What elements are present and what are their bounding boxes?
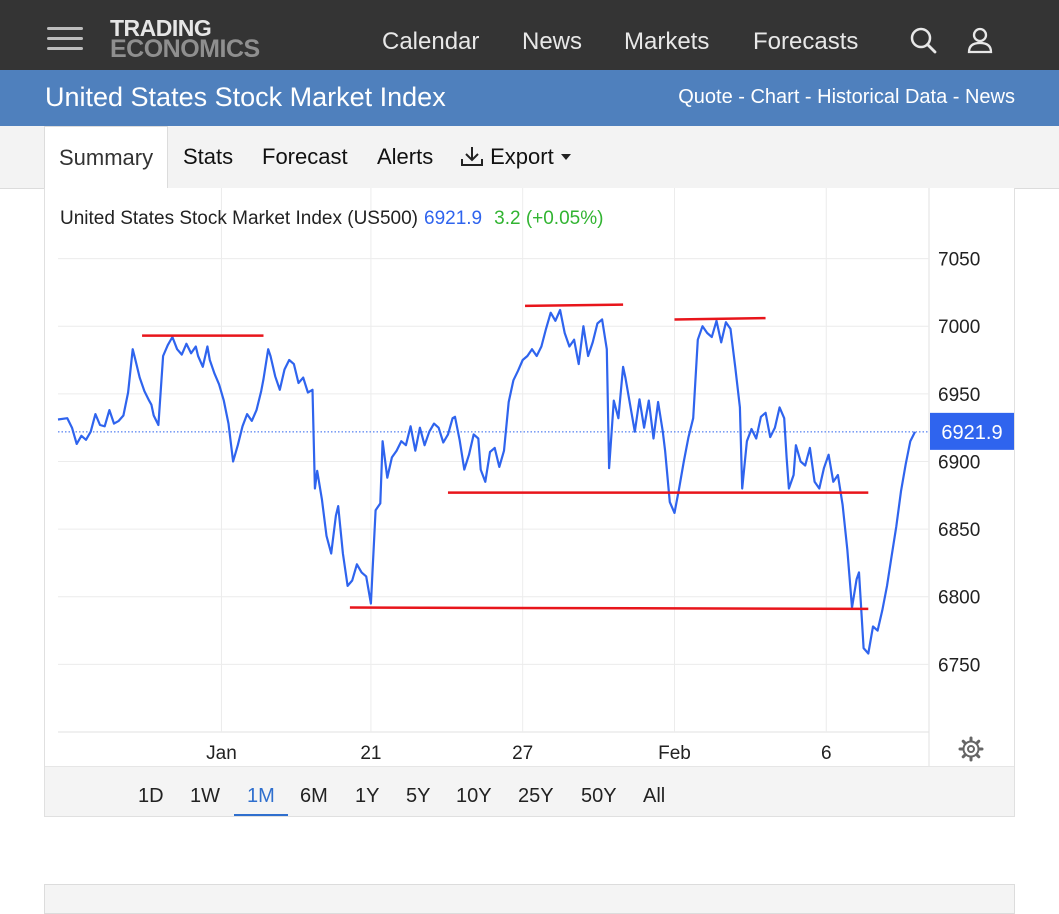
range-all[interactable]: All xyxy=(643,785,666,807)
caret-down-icon xyxy=(560,154,571,160)
banner-links: Quote - Chart - Historical Data - News xyxy=(678,86,1015,109)
link-separator: - xyxy=(732,86,751,108)
logo[interactable]: TRADING ECONOMICS xyxy=(110,15,260,63)
y-tick-label: 6750 xyxy=(938,655,980,676)
link-separator: - xyxy=(799,86,818,108)
logo-line1: TRADING xyxy=(110,15,212,41)
range-1m[interactable]: 1M xyxy=(247,785,275,807)
settings-gear-icon[interactable] xyxy=(958,736,984,762)
y-tick-label: 7000 xyxy=(938,317,980,338)
range-50y[interactable]: 50Y xyxy=(581,785,617,807)
annotation-line xyxy=(349,606,869,611)
nav-news[interactable]: News xyxy=(522,28,583,55)
range-10y[interactable]: 10Y xyxy=(456,785,492,807)
quote-price: 6921.9 xyxy=(424,208,482,229)
export-label: Export xyxy=(490,144,554,169)
price-chart[interactable]: 6750 6800 6850 6900 6950 7000 7050 Jan 21 27 Feb 6 6… xyxy=(45,188,1014,766)
x-tick-label: 27 xyxy=(512,743,533,764)
y-tick-label: 6900 xyxy=(938,452,980,473)
y-tick-label: 6800 xyxy=(938,588,980,609)
x-tick-label: 21 xyxy=(360,743,381,764)
link-historical-data[interactable]: Historical Data xyxy=(817,86,948,108)
y-tick-label: 6950 xyxy=(938,385,980,406)
quote-title: United States Stock Market Index (US500)… xyxy=(60,208,603,229)
last-price-label: 6921.9 xyxy=(941,422,1002,444)
link-news[interactable]: News xyxy=(964,86,1015,108)
range-selector: 1D 1W 1M 6M 1Y 5Y 10Y 25Y 50Y All xyxy=(45,766,1014,816)
range-6m[interactable]: 6M xyxy=(300,785,328,807)
y-tick-label: 6850 xyxy=(938,520,980,541)
top-navbar: TRADING ECONOMICS Calendar News Markets … xyxy=(0,0,1059,70)
nav-calendar[interactable]: Calendar xyxy=(382,28,480,55)
user-icon[interactable] xyxy=(966,26,994,54)
x-tick-label: Jan xyxy=(206,743,237,764)
tab-summary[interactable]: Summary xyxy=(44,126,169,189)
range-1d[interactable]: 1D xyxy=(138,785,164,807)
link-quote[interactable]: Quote xyxy=(678,86,733,108)
annotation-line xyxy=(674,316,766,321)
export-button[interactable]: Export xyxy=(460,144,572,170)
quote-name: United States Stock Market Index (US500) xyxy=(60,208,418,229)
link-separator: - xyxy=(947,86,965,108)
link-chart[interactable]: Chart xyxy=(750,86,800,108)
annotation-line xyxy=(525,303,624,308)
page-title: United States Stock Market Index xyxy=(45,82,446,112)
last-price-badge xyxy=(930,412,1014,450)
range-5y[interactable]: 5Y xyxy=(406,785,431,807)
search-icon[interactable] xyxy=(909,26,937,54)
menu-icon[interactable] xyxy=(47,25,83,53)
logo-line2: ECONOMICS xyxy=(110,35,260,63)
range-1y[interactable]: 1Y xyxy=(355,785,380,807)
quote-change: 3.2 (+0.05%) xyxy=(494,208,603,229)
download-icon xyxy=(461,147,483,166)
nav-markets[interactable]: Markets xyxy=(624,28,710,55)
bottom-panel xyxy=(44,884,1015,914)
tab-alerts[interactable]: Alerts xyxy=(377,144,434,169)
range-25y[interactable]: 25Y xyxy=(518,785,554,807)
range-active-underline xyxy=(234,814,288,816)
page-banner: United States Stock Market Index Quote -… xyxy=(0,70,1059,126)
chart-panel: 6750 6800 6850 6900 6950 7000 7050 Jan 21 27 Feb 6 6… xyxy=(44,188,1015,817)
series-line xyxy=(57,308,916,655)
tab-stats[interactable]: Stats xyxy=(183,144,234,169)
x-tick-label: Feb xyxy=(658,743,691,764)
tab-bar: Summary Stats Forecast Alerts Export xyxy=(0,126,1059,189)
x-tick-label: 6 xyxy=(821,743,832,764)
y-tick-label: 7050 xyxy=(938,250,980,271)
nav-forecasts[interactable]: Forecasts xyxy=(753,28,859,55)
range-1w[interactable]: 1W xyxy=(190,785,220,807)
tab-forecast[interactable]: Forecast xyxy=(262,144,348,169)
